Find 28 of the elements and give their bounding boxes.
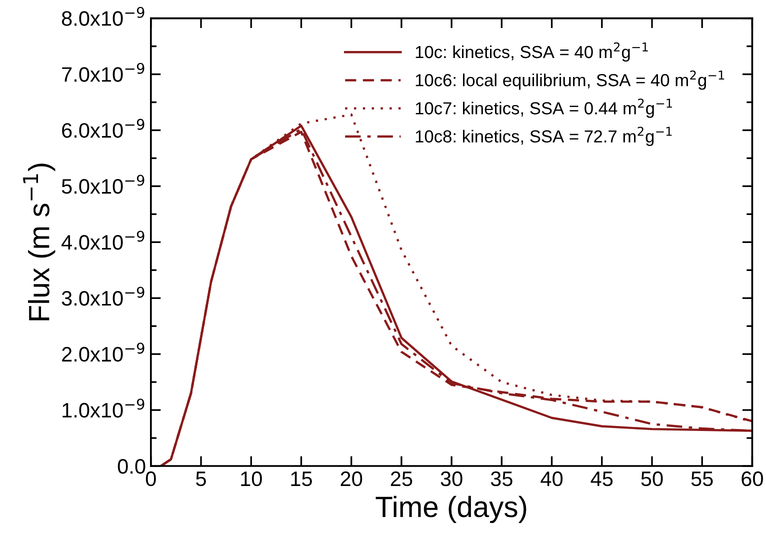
x-tick-label: 20 — [340, 471, 362, 486]
y-tick-label: 6.0x10$^{−9}$ — [62, 118, 144, 138]
x-tick-label: 60 — [742, 471, 763, 486]
x-tick-label: 45 — [590, 472, 613, 486]
legend-label: 10c: kinetics, SSA = 40 m$^{2}$g$^{−1}$ — [416, 42, 648, 62]
y-tick-label: 1.0x10$^{−9}$ — [62, 398, 144, 418]
x-tick-label: 30 — [440, 471, 462, 486]
y-tick-label: 5.0x10$^{−9}$ — [62, 174, 144, 194]
legend-label: 10c8: kinetics, SSA = 72.7 m$^{2}$g$^{−1}$ — [416, 126, 672, 146]
y-tick-label: 8.0x10$^{−9}$ — [62, 6, 144, 26]
x-axis-title: Time (days) — [376, 496, 526, 524]
x-tick-label: 50 — [641, 471, 663, 486]
x-tick-label: 5 — [196, 472, 206, 486]
y-tick-label: 0.0 — [118, 459, 146, 474]
y-tick-label: 4.0x10$^{−9}$ — [62, 230, 144, 250]
x-tick-label: 40 — [540, 471, 563, 486]
x-tick-label: 10 — [241, 471, 262, 486]
x-tick-label: 55 — [691, 472, 713, 486]
x-tick-label: 15 — [291, 472, 312, 486]
legend-label: 10c7: kinetics, SSA = 0.44 m$^{2}$g$^{−1}$ — [416, 98, 672, 118]
y-tick-label: 7.0x10$^{−9}$ — [62, 62, 144, 82]
y-axis-title: Flux (m s$^{−1}$) — [23, 164, 56, 320]
x-tick-label: 0 — [146, 471, 156, 486]
legend-label: 10c6: local equilibrium, SSA = 40 m$^{2}$g$^{−1}$ — [416, 70, 724, 90]
y-tick-label: 3.0x10$^{−9}$ — [62, 286, 144, 306]
y-tick-label: 2.0x10$^{−9}$ — [62, 342, 144, 362]
x-tick-label: 25 — [390, 471, 412, 486]
x-tick-label: 35 — [490, 471, 512, 486]
